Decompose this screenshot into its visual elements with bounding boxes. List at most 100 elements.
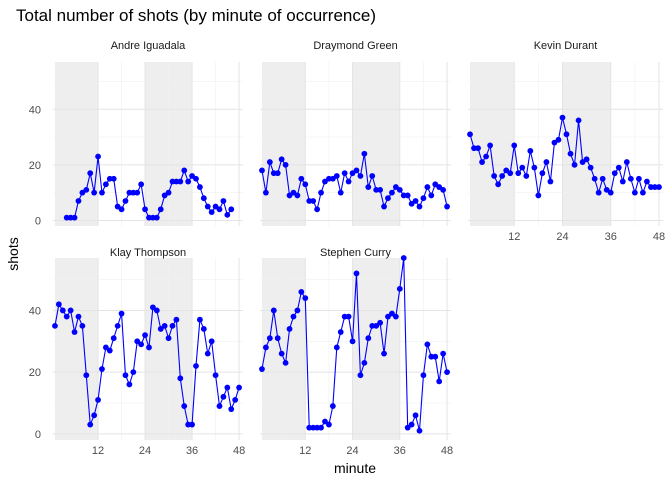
data-point bbox=[294, 307, 301, 314]
data-point bbox=[146, 344, 152, 351]
panel-klay-thompson: Klay Thompson 0 20 40 12 24 36 48 bbox=[29, 247, 245, 457]
data-point bbox=[440, 186, 447, 193]
data-point bbox=[527, 148, 534, 154]
data-point bbox=[212, 372, 219, 379]
data-point bbox=[567, 150, 574, 157]
data-point bbox=[420, 372, 427, 379]
data-point bbox=[326, 421, 332, 428]
data-point bbox=[91, 189, 98, 196]
data-point bbox=[428, 192, 435, 199]
data-point bbox=[282, 359, 289, 366]
data-point bbox=[114, 322, 121, 329]
data-point bbox=[396, 285, 403, 292]
data-point bbox=[298, 175, 305, 182]
data-point bbox=[142, 332, 148, 339]
data-point bbox=[263, 344, 269, 351]
data-point bbox=[385, 313, 391, 320]
data-point bbox=[531, 164, 538, 171]
data-point bbox=[599, 175, 606, 182]
data-point bbox=[652, 184, 658, 190]
data-point bbox=[169, 322, 176, 329]
data-point bbox=[165, 335, 172, 342]
data-point bbox=[381, 350, 387, 357]
data-point bbox=[314, 206, 321, 213]
data-point bbox=[193, 363, 199, 369]
data-point bbox=[389, 310, 395, 317]
data-point bbox=[440, 350, 447, 357]
data-point bbox=[619, 178, 626, 185]
data-point bbox=[290, 313, 297, 320]
data-point bbox=[236, 384, 242, 391]
data-point bbox=[110, 335, 117, 342]
data-point bbox=[274, 170, 281, 177]
x-axis-label: minute bbox=[334, 460, 376, 476]
data-point bbox=[507, 170, 514, 177]
data-point bbox=[130, 369, 137, 376]
data-point bbox=[83, 186, 90, 193]
data-point bbox=[436, 378, 443, 385]
data-point bbox=[263, 189, 269, 196]
data-point bbox=[99, 189, 105, 196]
data-point bbox=[71, 329, 78, 335]
data-point bbox=[583, 156, 590, 163]
shaded-quarter-band bbox=[261, 258, 306, 440]
data-point bbox=[353, 270, 360, 277]
data-point bbox=[523, 173, 530, 179]
x-tick-label: 36 bbox=[605, 231, 617, 243]
data-point bbox=[87, 421, 94, 428]
data-point bbox=[381, 203, 387, 210]
data-point bbox=[487, 142, 494, 149]
panel-draymond-green: Draymond Green bbox=[259, 40, 451, 226]
data-point bbox=[365, 335, 372, 342]
x-tick-label: 24 bbox=[346, 445, 358, 457]
data-point bbox=[67, 307, 74, 314]
data-point bbox=[333, 344, 340, 351]
y-axis-label: shots bbox=[5, 237, 21, 270]
data-point bbox=[294, 192, 301, 199]
data-point bbox=[365, 184, 372, 190]
shaded-quarter-band bbox=[54, 62, 99, 226]
data-point bbox=[138, 181, 145, 188]
data-point bbox=[420, 195, 427, 202]
data-point bbox=[310, 198, 317, 204]
data-point bbox=[302, 181, 309, 188]
data-point bbox=[495, 181, 502, 188]
data-point bbox=[631, 189, 638, 196]
data-point bbox=[200, 195, 207, 202]
data-point bbox=[149, 304, 156, 311]
data-point bbox=[216, 403, 223, 409]
data-point bbox=[298, 289, 305, 295]
data-point bbox=[161, 322, 168, 329]
data-point bbox=[134, 189, 141, 196]
data-point bbox=[177, 178, 184, 185]
data-point bbox=[224, 211, 231, 218]
data-point bbox=[591, 175, 598, 182]
data-point bbox=[102, 344, 109, 351]
data-point bbox=[228, 206, 235, 213]
data-point bbox=[110, 175, 117, 182]
data-point bbox=[122, 372, 129, 379]
data-point bbox=[515, 170, 522, 177]
data-point bbox=[483, 153, 489, 160]
data-point bbox=[623, 159, 630, 165]
data-point bbox=[543, 159, 550, 165]
data-point bbox=[627, 175, 634, 182]
data-point bbox=[118, 310, 125, 317]
data-point bbox=[656, 184, 662, 190]
panel-title: Andre Iguadala bbox=[111, 40, 186, 52]
data-point bbox=[563, 131, 570, 138]
data-point bbox=[648, 184, 654, 190]
data-point bbox=[424, 184, 431, 190]
data-point bbox=[138, 341, 145, 348]
x-tick-label: 48 bbox=[233, 445, 245, 457]
data-point bbox=[385, 195, 391, 202]
data-point bbox=[479, 159, 485, 165]
data-point bbox=[539, 170, 546, 177]
data-point bbox=[587, 164, 594, 171]
panel-title: Kevin Durant bbox=[534, 40, 598, 52]
data-point bbox=[197, 184, 203, 190]
data-point bbox=[204, 203, 211, 210]
y-tick-label: 0 bbox=[35, 215, 41, 227]
data-point bbox=[302, 295, 309, 302]
data-point bbox=[329, 403, 336, 409]
